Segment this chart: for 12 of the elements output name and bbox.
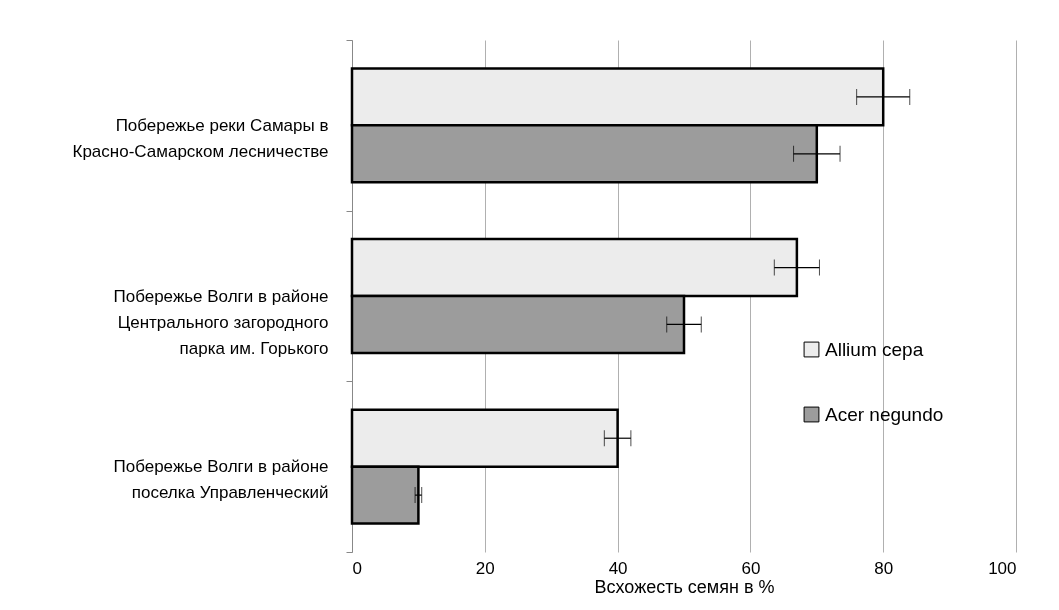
x-tick-label: 60 (741, 558, 761, 578)
y-tick-label: Побережье Волги в районе Центрального загородного парка им. Горького (113, 286, 329, 358)
legend-label: Acer negundo (825, 403, 944, 425)
x-tick-label: 40 (608, 558, 628, 578)
legend-label: Allium cepa (825, 338, 924, 360)
y-tick-label: Побережье реки Самары в Красно-Самарском лесничестве (72, 115, 329, 161)
x-axis-title: Всхожесть семян в % (594, 576, 775, 597)
y-tick-label: Побережье Волги в районе поселка Управленческий (113, 457, 329, 503)
x-tick-label: 80 (874, 558, 894, 578)
x-tick-label: 20 (475, 558, 495, 578)
x-tick-label: 0 (352, 558, 362, 578)
x-tick-label: 100 (988, 558, 1017, 578)
